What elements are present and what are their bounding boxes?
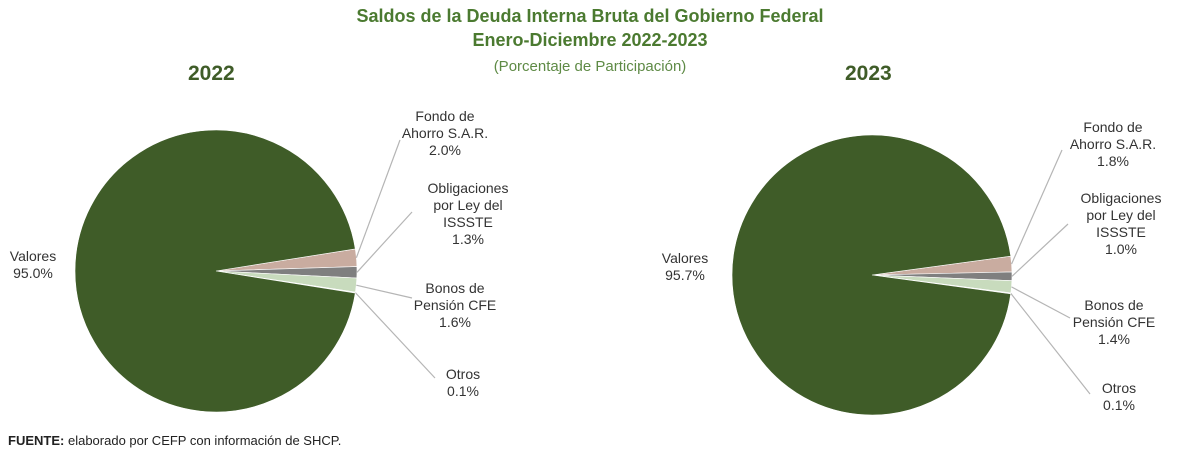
caption: (Porcentaje de Participación) bbox=[493, 58, 687, 75]
slice-label: Obligaciones por Ley del ISSSTE 1.3% bbox=[421, 180, 515, 248]
slice-value: 0.1% bbox=[1103, 397, 1135, 413]
leader-line bbox=[355, 139, 401, 258]
slice-category: Valores bbox=[9, 248, 57, 264]
leader-line bbox=[1011, 286, 1071, 319]
leader-line bbox=[354, 292, 436, 379]
source-note: FUENTE: elaborado por CEFP con informaci… bbox=[8, 433, 341, 448]
slice-value: 0.1% bbox=[447, 383, 479, 399]
slice-category: Fondo de Ahorro S.A.R. bbox=[1069, 119, 1157, 152]
slice-value: 1.0% bbox=[1105, 241, 1137, 257]
pie-title: 2022 bbox=[188, 62, 235, 85]
slice-value: 1.3% bbox=[452, 231, 484, 247]
slice-label: Otros 0.1% bbox=[428, 366, 498, 400]
slice-label: Valores 95.0% bbox=[2, 248, 64, 282]
subtitle: Enero-Diciembre 2022-2023 bbox=[472, 30, 708, 50]
slice-category: Otros bbox=[1101, 380, 1137, 396]
slice-label: Fondo de Ahorro S.A.R. 1.8% bbox=[1066, 119, 1160, 170]
slice-value: 95.7% bbox=[665, 267, 705, 283]
slice-category: Valores bbox=[661, 250, 709, 266]
pie-slice bbox=[731, 134, 1012, 416]
slice-value: 2.0% bbox=[429, 142, 461, 158]
slice-category: Bonos de Pensión CFE bbox=[1072, 297, 1156, 330]
slice-value: 1.8% bbox=[1097, 153, 1129, 169]
leader-line bbox=[356, 211, 413, 273]
leader-line bbox=[356, 284, 413, 299]
slice-category: Obligaciones por Ley del ISSSTE bbox=[1080, 190, 1162, 240]
source-label: FUENTE: bbox=[8, 433, 65, 448]
slice-label: Obligaciones por Ley del ISSSTE 1.0% bbox=[1072, 190, 1170, 258]
leader-line bbox=[1011, 223, 1069, 277]
title: Saldos de la Deuda Interna Bruta del Gob… bbox=[356, 6, 824, 26]
slice-value: 1.6% bbox=[439, 314, 471, 330]
slice-category: Bonos de Pensión CFE bbox=[413, 280, 497, 313]
leader-line bbox=[1011, 149, 1063, 265]
slice-value: 1.4% bbox=[1098, 331, 1130, 347]
slice-label: Fondo de Ahorro S.A.R. 2.0% bbox=[398, 108, 492, 159]
slice-value: 95.0% bbox=[13, 265, 53, 281]
leader-line bbox=[1010, 293, 1091, 395]
slice-label: Valores 95.7% bbox=[652, 250, 718, 284]
slice-label: Otros 0.1% bbox=[1084, 380, 1154, 414]
slice-category: Otros bbox=[445, 366, 481, 382]
slice-category: Fondo de Ahorro S.A.R. bbox=[401, 108, 489, 141]
pie-title: 2023 bbox=[845, 62, 892, 85]
slice-category: Obligaciones por Ley del ISSSTE bbox=[427, 180, 509, 230]
slice-label: Bonos de Pensión CFE 1.6% bbox=[408, 280, 502, 331]
source: elaborado por CEFP con información de SH… bbox=[67, 433, 342, 448]
pie-slice bbox=[74, 129, 356, 413]
slice-label: Bonos de Pensión CFE 1.4% bbox=[1066, 297, 1162, 348]
